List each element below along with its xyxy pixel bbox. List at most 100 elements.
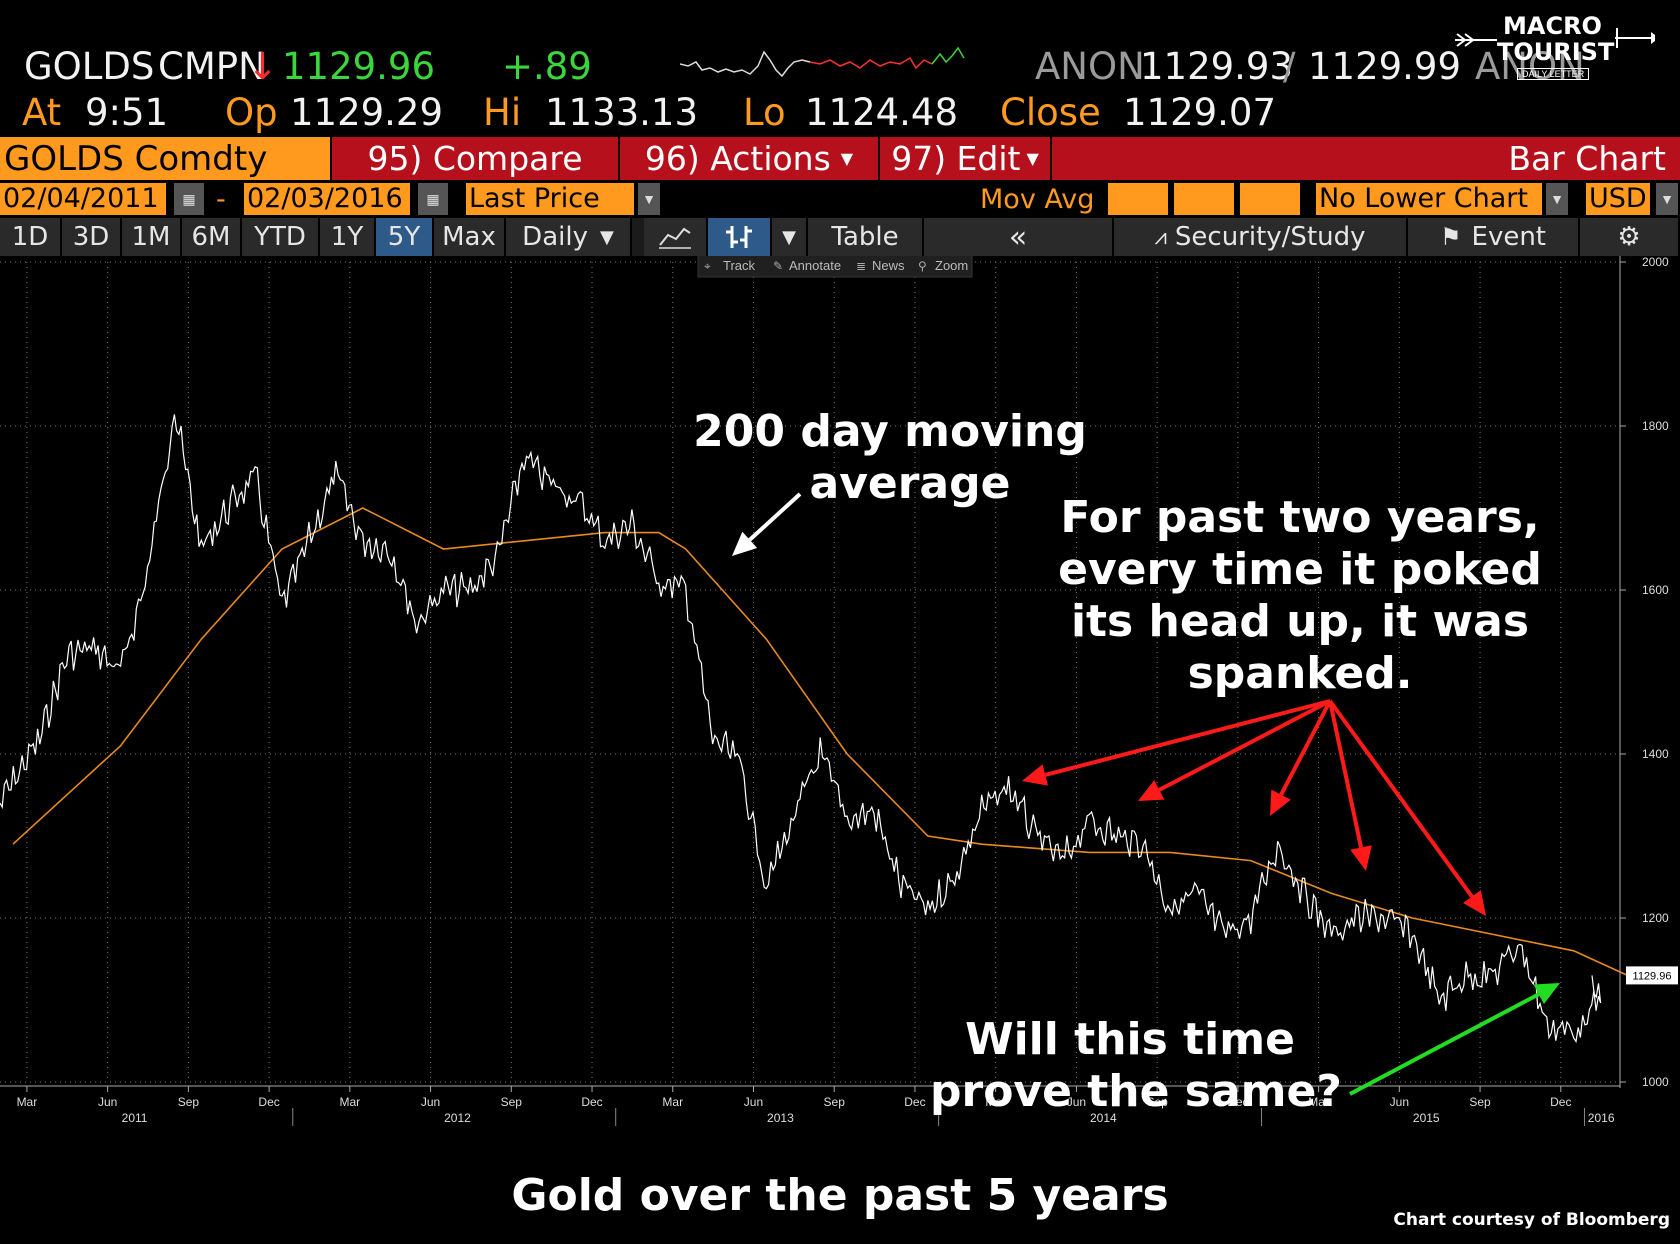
edit-menu[interactable]: 97) Edit ▼ xyxy=(880,137,1050,180)
period-ytd[interactable]: YTD xyxy=(242,218,320,256)
currency-dropdown-icon[interactable]: ▼ xyxy=(1656,183,1678,215)
price-line xyxy=(0,414,1602,1044)
price-series xyxy=(0,414,1602,1044)
field-dropdown-icon[interactable]: ▼ xyxy=(638,183,660,215)
red-arrow-3-shaft xyxy=(1279,700,1332,796)
x-year-label: 2013 xyxy=(767,1111,794,1125)
spanked-line-2: every time it poked xyxy=(1058,544,1542,595)
close-price: 1129.07 xyxy=(1123,91,1277,134)
x-tick-label: Mar xyxy=(1308,1095,1329,1109)
green-arrow-shaft xyxy=(1349,992,1540,1096)
period-1y[interactable]: 1Y xyxy=(320,218,376,256)
x-tick-label: Mar xyxy=(985,1095,1006,1109)
tool-annotate[interactable]: Annotate xyxy=(789,258,841,273)
currency-select[interactable]: USD xyxy=(1586,183,1650,215)
x-year-label: 2015 xyxy=(1413,1111,1440,1125)
sparkline xyxy=(680,46,965,78)
quote-time: 9:51 xyxy=(85,91,169,134)
period-5y[interactable]: 5Y xyxy=(376,218,434,256)
tool-zoom[interactable]: Zoom xyxy=(935,258,968,273)
time-label: At xyxy=(22,91,62,134)
red-arrow-4 xyxy=(1328,700,1372,871)
red-arrow-2 xyxy=(1138,699,1331,801)
ohlc-chart-icon[interactable] xyxy=(708,218,772,256)
x-year-label: 2014 xyxy=(1090,1111,1117,1125)
actions-menu[interactable]: 96) Actions ▼ xyxy=(620,137,878,180)
x-tick-label: Jun xyxy=(421,1095,440,1109)
y-tick-label: 2000 xyxy=(1642,256,1669,269)
chart-tools-bar: ⌖ Track ✎ Annotate ≣ News ⚲ Zoom xyxy=(697,256,973,278)
y-tick-label: 1000 xyxy=(1642,1075,1669,1089)
red-arrow-1-head xyxy=(1022,764,1048,786)
ma-arrow-shaft xyxy=(748,492,802,542)
security-field[interactable]: GOLDS Comdty xyxy=(0,137,330,180)
end-date-input[interactable]: 02/03/2016 xyxy=(244,183,410,215)
chart-settings-bar: 02/04/2011 ▦ - 02/03/2016 ▦ Last Price ▼… xyxy=(0,180,1680,218)
x-tick-label: Dec xyxy=(1227,1095,1248,1109)
y-tick-label: 1600 xyxy=(1642,583,1669,597)
frequency-dropdown-icon: ▼ xyxy=(599,226,614,248)
frequency-select[interactable]: Daily ▼ xyxy=(506,218,632,256)
chart-style-dropdown-icon[interactable]: ▼ xyxy=(772,218,808,256)
spanked-line-3: its head up, it was xyxy=(1070,596,1530,647)
mov-avg-field-3[interactable] xyxy=(1240,183,1300,215)
compare-button[interactable]: 95) Compare xyxy=(332,137,618,180)
end-calendar-icon[interactable]: ▦ xyxy=(418,183,448,215)
open-price: 1129.29 xyxy=(290,91,444,134)
mov-avg-field-1[interactable] xyxy=(1108,183,1168,215)
start-calendar-icon[interactable]: ▦ xyxy=(174,183,204,215)
x-tick-label: Jun xyxy=(98,1095,117,1109)
x-tick-label: Mar xyxy=(339,1095,360,1109)
red-arrow-2-shaft xyxy=(1158,699,1331,792)
ma-arrow-head xyxy=(732,531,758,556)
x-year-label: 2011 xyxy=(122,1111,148,1125)
low-price: 1124.48 xyxy=(805,91,959,134)
lower-chart-dropdown-icon[interactable]: ▼ xyxy=(1546,183,1568,215)
ask-source: ANON xyxy=(1475,45,1585,88)
start-date-input[interactable]: 02/04/2011 xyxy=(0,183,166,215)
table-button[interactable]: Table xyxy=(808,218,924,256)
red-arrow-5 xyxy=(1328,699,1486,916)
annotate-icon: ✎ xyxy=(773,259,783,273)
event-button[interactable]: ⚑ Event xyxy=(1408,218,1580,256)
grid-lines xyxy=(0,261,1620,1083)
tool-news[interactable]: News xyxy=(872,258,905,273)
ma-arrow xyxy=(732,492,802,556)
last-price-tag xyxy=(1626,966,1678,985)
mov-avg-field-2[interactable] xyxy=(1174,183,1234,215)
compare-label: 95) Compare xyxy=(367,139,583,178)
spanked-line-4: spanked. xyxy=(1187,648,1413,699)
ask-price: 1129.99 xyxy=(1308,45,1462,88)
x-tick-label: Dec xyxy=(1550,1095,1571,1109)
period-3d[interactable]: 3D xyxy=(62,218,122,256)
period-1m[interactable]: 1M xyxy=(122,218,182,256)
field-select[interactable]: Last Price xyxy=(466,183,634,215)
security-study-button[interactable]: ⩘ Security/Study xyxy=(1114,218,1408,256)
red-arrow-2-head xyxy=(1138,780,1165,801)
tool-track[interactable]: Track xyxy=(723,258,756,273)
annotation-arrows xyxy=(732,492,1560,1096)
bidask-source: ANON xyxy=(1035,45,1145,88)
frequency-label: Daily xyxy=(522,222,588,252)
lower-chart-select[interactable]: No Lower Chart xyxy=(1316,183,1542,215)
price-chart[interactable]: 1000 1200 1400 1600 1800 2000 Mar Jun Sep Dec Mar J… xyxy=(0,256,1680,1244)
period-1d[interactable]: 1D xyxy=(0,218,62,256)
macro-tourist-logo: MACRO TOURIST DAILY LETTER xyxy=(1455,10,1655,90)
y-tick-label: 1400 xyxy=(1642,747,1669,761)
x-tick-label: Sep xyxy=(1146,1095,1168,1109)
flag-icon: ⚑ xyxy=(1440,223,1462,251)
x-tick-label: Dec xyxy=(258,1095,279,1109)
x-tick-label: Sep xyxy=(1469,1095,1491,1109)
period-max[interactable]: Max xyxy=(434,218,506,256)
line-chart-icon[interactable] xyxy=(644,218,708,256)
collapse-button[interactable]: « xyxy=(924,218,1114,256)
logo-arrows-icon xyxy=(1455,28,1655,48)
settings-gear-icon[interactable]: ⚙ xyxy=(1580,218,1680,256)
question-line-2: prove the same? xyxy=(930,1066,1342,1117)
period-6m[interactable]: 6M xyxy=(182,218,242,256)
red-arrow-3 xyxy=(1270,700,1332,816)
y-tick-label: 1200 xyxy=(1642,911,1669,925)
high-price: 1133.13 xyxy=(545,91,699,134)
green-arrow-head xyxy=(1533,983,1560,1004)
question-annotation: Will this time prove the same? xyxy=(930,1014,1342,1118)
